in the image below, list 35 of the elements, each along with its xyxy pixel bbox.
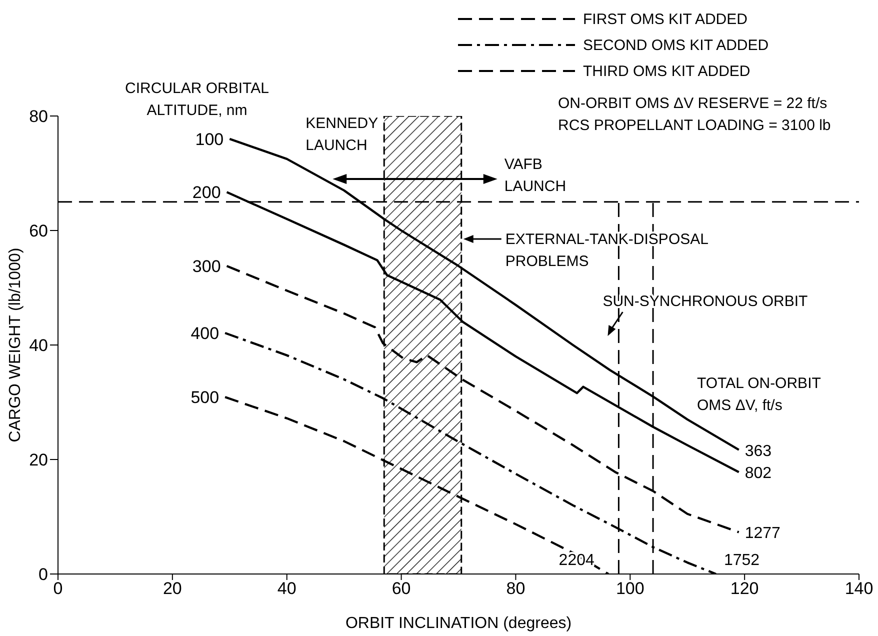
series-label: 400	[190, 324, 220, 343]
annotation: 1752	[724, 552, 760, 569]
x-tick-label: 40	[277, 579, 296, 598]
series-label: 500	[190, 388, 220, 408]
x-tick-label: 140	[844, 579, 874, 598]
y-tick-label: 0	[38, 565, 48, 584]
annotation: 2204	[558, 552, 595, 569]
y-tick-label: 60	[29, 222, 48, 241]
annotation: 1277	[744, 525, 781, 542]
series-label: 300	[192, 256, 221, 276]
y-tick-label: 80	[29, 107, 48, 126]
text: FIRST OMS KIT ADDED	[583, 11, 748, 28]
text: THIRD OMS KIT ADDED	[583, 63, 750, 80]
series-label: 200	[192, 183, 221, 202]
annotation: VAFB LAUNCH	[504, 156, 566, 195]
x-tick-label: 0	[53, 579, 63, 598]
x-tick-label: 60	[392, 579, 411, 598]
annotation: CIRCULAR ORBITAL ALTITUDE, nm	[125, 80, 269, 119]
series-label: 100	[195, 130, 224, 149]
y-tick-label: 40	[29, 336, 48, 356]
y-tick-label: 20	[29, 450, 48, 470]
annotation: KENNEDY LAUNCH	[306, 114, 378, 154]
annotation: TOTAL ON-ORBIT OMS ΔV, ft/s	[697, 375, 821, 414]
x-tick-label: 120	[730, 579, 759, 598]
annotation: ON-ORBIT OMS ΔV RESERVE = 22 ft/s RCS PROPELLANT LOADING = 3100 lb	[558, 95, 831, 134]
annotation: 363	[744, 442, 772, 460]
band-label: EXTERNAL-TANK-DISPOSAL PROBLEMS	[505, 231, 708, 270]
annotation: 802	[744, 465, 772, 482]
x-tick-label: 20	[162, 579, 182, 598]
x-tick-label: 100	[616, 579, 644, 598]
x-axis-title: ORBIT INCLINATION (degrees)	[345, 615, 572, 632]
y-axis-title: CARGO WEIGHT (lb/1000)	[7, 248, 24, 442]
x-tick-label: 80	[506, 579, 526, 598]
ref-line-label: SUN-SYNCHRONOUS ORBIT	[602, 293, 808, 310]
text: SECOND OMS KIT ADDED	[583, 37, 769, 54]
